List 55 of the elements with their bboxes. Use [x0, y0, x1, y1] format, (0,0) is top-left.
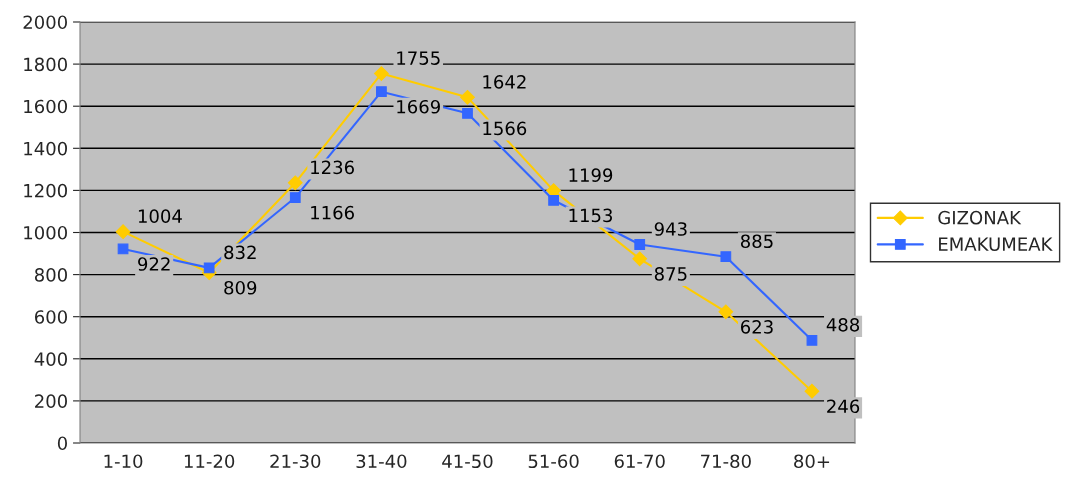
data-label: 1669 [397, 99, 440, 114]
point [115, 224, 131, 240]
data-label: 246 [827, 399, 860, 414]
legend-label: GIZONAK [938, 210, 1022, 225]
y-tick-label: 1000 [24, 225, 67, 240]
data-label: 1153 [569, 208, 612, 223]
point [289, 192, 301, 203]
point [373, 66, 389, 81]
point [720, 251, 732, 263]
x-tick-label: 1-10 [104, 454, 143, 469]
point [203, 262, 215, 274]
y-tick-label: 0 [57, 436, 67, 451]
point [287, 175, 303, 191]
point [634, 239, 646, 250]
point [548, 194, 559, 206]
point [460, 89, 475, 105]
data-label: 809 [224, 280, 257, 295]
data-label: 1566 [483, 121, 527, 136]
data-label: 943 [654, 222, 687, 236]
data-label: 623 [740, 320, 773, 334]
point [376, 86, 387, 98]
x-tick-label: 61-70 [614, 454, 665, 469]
point [632, 251, 648, 267]
data-label: 1236 [311, 160, 354, 175]
y-tick-label: 600 [34, 310, 67, 324]
y-tick-label: 800 [34, 268, 67, 282]
y-tick-label: 1400 [24, 141, 67, 156]
point [806, 334, 818, 346]
data-label: 1642 [483, 75, 526, 89]
point [462, 107, 473, 119]
point [804, 383, 820, 399]
data-label: 488 [826, 317, 860, 332]
y-tick-label: 200 [35, 394, 67, 409]
x-tick-label: 80+ [794, 454, 830, 469]
x-tick-label: 11-20 [184, 454, 235, 469]
data-label: 875 [654, 267, 687, 281]
legend-label: EMAKUMEAK [939, 237, 1053, 251]
x-tick-label: 71-80 [701, 454, 751, 469]
data-label: 1166 [311, 205, 354, 220]
y-tick-label: 400 [34, 352, 67, 366]
y-tick-label: 2000 [23, 15, 67, 30]
x-tick-label: 21-30 [270, 454, 321, 469]
data-label: 832 [224, 245, 256, 260]
y-tick-label: 1200 [24, 183, 67, 198]
data-label: 1199 [569, 168, 613, 182]
data-label: 1004 [138, 209, 182, 224]
data-label: 922 [138, 257, 170, 271]
x-tick-label: 41-50 [442, 454, 493, 469]
y-tick-label: 1600 [24, 99, 67, 114]
x-tick-label: 51-60 [528, 454, 579, 469]
data-label: 885 [740, 234, 773, 249]
data-label: 1755 [397, 51, 440, 65]
point [718, 304, 734, 320]
y-tick-label: 1800 [24, 57, 67, 72]
x-tick-label: 31-40 [356, 454, 407, 469]
